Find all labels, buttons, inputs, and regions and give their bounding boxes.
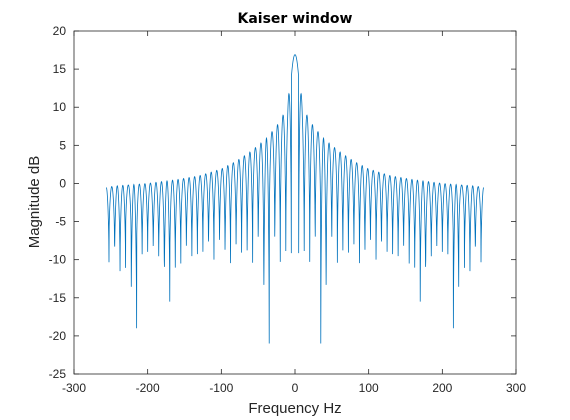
x-tick-label: 200 [432, 381, 452, 395]
y-tick-label: -15 [49, 291, 67, 305]
y-tick-label: 20 [53, 24, 67, 38]
chart-title: Kaiser window [238, 11, 353, 27]
plot-background [74, 31, 516, 374]
y-tick-label: -10 [49, 253, 67, 267]
plot-frame [73, 30, 517, 375]
x-axis-label: Frequency Hz [248, 400, 341, 417]
magnitude-series-line [106, 54, 484, 344]
x-tick-label: -200 [136, 381, 160, 395]
x-tick-label: -100 [209, 381, 233, 395]
y-axis-label: Magnitude dB [26, 156, 43, 249]
x-tick-label: 0 [292, 381, 299, 395]
x-tick-label: 100 [359, 381, 379, 395]
y-tick-label: 0 [59, 176, 66, 190]
y-tick-label: -20 [49, 329, 67, 343]
tick-labels: -300 -200 -100 0 100 200 300 -25 -20 -15 -10 -5 0 5 10… [49, 24, 527, 395]
y-tick-label: 10 [53, 100, 67, 114]
x-tick-label: 300 [506, 381, 526, 395]
y-tick-label: 5 [59, 138, 66, 152]
y-tick-label: -5 [55, 215, 66, 229]
y-tick-label: 15 [53, 62, 67, 76]
x-tick-label: -300 [62, 381, 86, 395]
y-tick-label: -25 [49, 367, 67, 381]
